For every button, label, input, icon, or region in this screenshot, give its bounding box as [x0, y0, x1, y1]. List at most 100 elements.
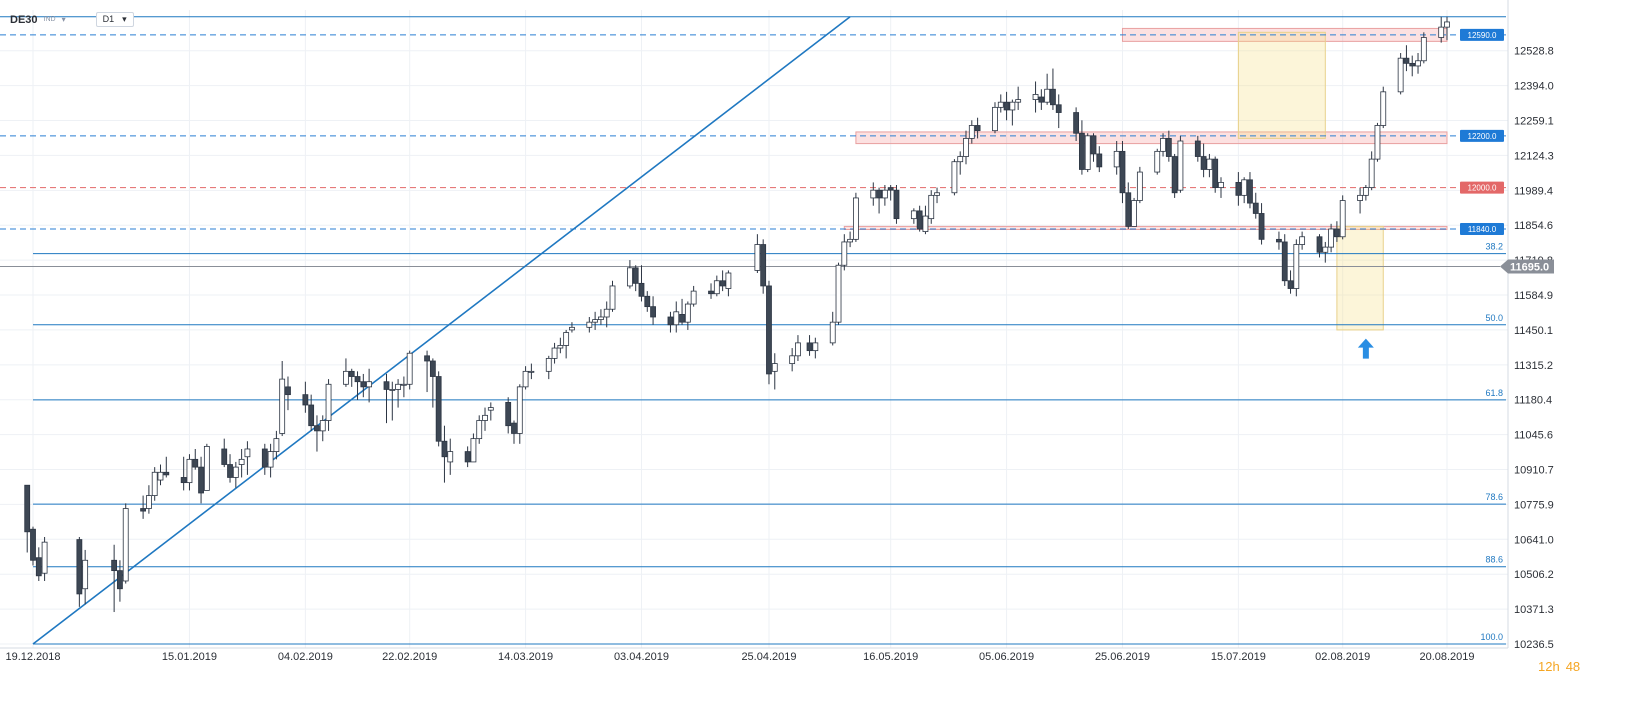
candle-body-bull	[1044, 88, 1051, 103]
timeframe-selector[interactable]: D1 ▾	[95, 12, 134, 27]
candle	[198, 456, 204, 504]
candle-body-bear	[441, 440, 448, 458]
candle	[441, 425, 448, 483]
candle	[140, 495, 147, 519]
candle-body-bear	[1055, 104, 1062, 113]
candle	[563, 329, 570, 359]
candle-body-bull	[1380, 91, 1387, 126]
candle	[203, 443, 210, 491]
candle-body-bull	[395, 383, 401, 390]
candle-body-bear	[435, 376, 442, 442]
candle-body-bear	[429, 360, 436, 377]
candle	[406, 350, 413, 390]
candle-body-bear	[1194, 140, 1201, 157]
y-tick-label: 10371.3	[1514, 604, 1554, 616]
candle-body-bull	[273, 438, 280, 452]
candle	[273, 430, 280, 460]
candle-body-bull	[319, 420, 326, 432]
candle-body-bear	[1247, 179, 1253, 204]
candle	[435, 371, 442, 447]
fib-label-100.0: 100.0	[1480, 632, 1503, 642]
fibonacci-levels[interactable]: 38.2 50.0 61.8 78.6 88.6 100.0	[0, 16, 1506, 645]
candle	[1368, 151, 1375, 191]
candle	[626, 260, 633, 289]
symbol-label[interactable]: DE30	[10, 13, 38, 26]
candle	[1079, 120, 1085, 175]
zone-red	[855, 131, 1448, 145]
y-tick-label: 11854.6	[1514, 220, 1553, 232]
y-tick-label: 12259.1	[1514, 116, 1554, 128]
candle-body-bull	[997, 101, 1004, 108]
candle-body-bull	[487, 407, 494, 411]
candle	[835, 262, 842, 325]
candle-body-bear	[1252, 202, 1259, 214]
candle-body-bull	[279, 378, 286, 434]
candle	[343, 358, 349, 387]
chevron-down-icon[interactable]: ▾	[61, 15, 66, 24]
candle	[389, 381, 396, 421]
candle	[1131, 197, 1137, 227]
candle-body-bull	[771, 363, 778, 372]
candle-body-bull	[951, 161, 958, 194]
candle-body-bull	[1322, 246, 1329, 253]
candle	[1420, 32, 1427, 64]
candle-body-bear	[30, 528, 36, 561]
candle-body-bear	[1316, 236, 1323, 253]
y-tick-label: 10641.0	[1514, 534, 1554, 546]
trendline[interactable]	[32, 16, 851, 645]
candle	[308, 394, 315, 431]
fib-label-50.0: 50.0	[1485, 313, 1503, 323]
x-tick-label: 05.06.2019	[979, 651, 1034, 663]
candle	[348, 368, 355, 387]
x-tick-label: 14.03.2019	[498, 651, 553, 663]
candle	[997, 94, 1004, 113]
candle	[186, 454, 193, 491]
candle	[366, 368, 373, 403]
candle-body-bull	[1113, 150, 1120, 168]
candle-body-bull	[1154, 150, 1161, 173]
candle	[1113, 141, 1120, 175]
candle	[76, 536, 83, 607]
candle-body-bear	[1003, 101, 1010, 111]
countdown-minutes: 48	[1565, 659, 1581, 674]
candle-body-bull	[476, 420, 483, 440]
candle	[968, 120, 975, 144]
candle	[395, 379, 401, 408]
candle-body-bull	[1397, 57, 1404, 93]
candle-body-bull	[366, 381, 373, 388]
candle	[638, 265, 645, 302]
candle-body-bull	[1415, 60, 1421, 67]
trendline[interactable]	[32, 16, 851, 645]
candles	[24, 16, 1450, 613]
candle	[1154, 148, 1161, 175]
candle-body-bull	[673, 311, 680, 326]
candle	[1194, 135, 1201, 162]
candle-body-bull	[957, 156, 964, 163]
candle	[1125, 182, 1132, 229]
candle-body-bear	[1403, 57, 1410, 64]
candle	[319, 415, 326, 442]
candle-body-bear	[511, 422, 517, 434]
candle-body-bear	[876, 189, 882, 199]
candle	[974, 117, 981, 139]
candle-body-bear	[760, 244, 767, 287]
candle	[957, 151, 964, 175]
candle-body-bear	[227, 464, 233, 478]
candle-body-bull	[522, 370, 529, 388]
candle-body-bull	[835, 264, 842, 323]
horizontal-levels[interactable]: 12590.0 12200.0 12000.0 11840.0	[0, 28, 1506, 268]
candle-body-bull	[325, 383, 332, 421]
candle	[1403, 45, 1410, 72]
x-tick-label: 16.05.2019	[863, 651, 918, 663]
candle	[551, 342, 558, 364]
candle-body-bull	[910, 210, 917, 220]
candle	[1235, 172, 1242, 206]
level-tag-12000.0	[1460, 181, 1504, 194]
candle-body-bear	[1235, 182, 1242, 196]
candle	[719, 270, 726, 292]
current-price-label: 11695.0	[1510, 262, 1549, 274]
candle-body-bull	[812, 342, 819, 352]
candle	[1009, 99, 1016, 126]
candle	[1409, 55, 1416, 77]
